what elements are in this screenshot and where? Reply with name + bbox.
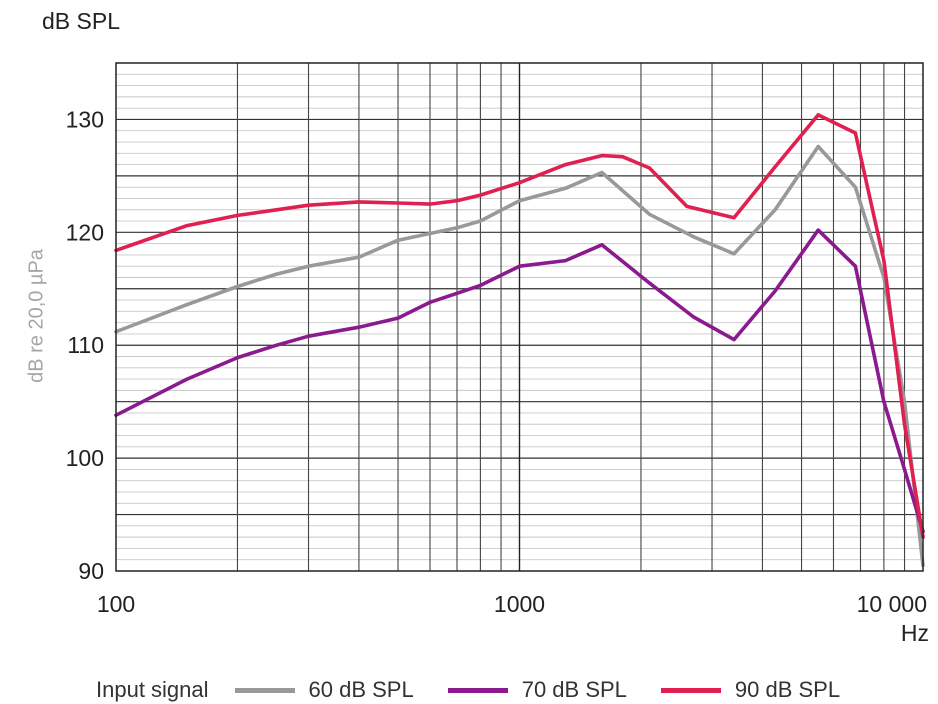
data-point-60-db-spl [647,212,652,216]
plot-frame [115,62,924,572]
data-point-90-db-spl [396,201,400,205]
data-point-90-db-spl [357,200,361,204]
data-point-90-db-spl [685,204,689,208]
legend-swatch-90-db [660,687,721,693]
x-tick-label: 100 [97,591,135,617]
legend-label-60-db: 60 dB SPL [308,677,414,702]
y-tick-label: 110 [67,332,104,358]
data-point-70-db-spl [235,356,240,360]
data-point-70-db-spl [185,377,189,381]
data-point-90-db-spl [732,216,736,220]
data-point-70-db-spl [478,283,482,287]
data-point-90-db-spl [455,199,459,203]
data-point-60-db-spl [853,185,858,189]
legend-label-70-db: 70 dB SPL [521,677,627,702]
data-point-90-db-spl [478,193,482,197]
data-point-60-db-spl [600,170,604,175]
legend: Input signal 60 dB SPL 70 dB SPL 90 dB S… [96,676,840,704]
legend-title: Input signal [96,677,209,702]
data-point-90-db-spl [816,113,820,117]
data-point-70-db-spl [816,228,820,232]
data-point-90-db-spl [563,163,568,167]
legend-item-60-db: 60 dB SPL [234,677,414,703]
data-point-90-db-spl [902,422,907,426]
y-tick-label: 120 [66,219,104,245]
data-point-70-db-spl [428,300,432,304]
data-point-70-db-spl [902,467,907,471]
data-point-70-db-spl [455,291,459,295]
data-point-70-db-spl [692,315,696,319]
data-point-90-db-spl [235,213,240,217]
data-point-90-db-spl [773,165,777,169]
data-point-60-db-spl [816,144,820,149]
x-tick-label: 10 000 [857,591,927,617]
data-point-60-db-spl [478,219,482,223]
data-point-70-db-spl [396,316,400,320]
data-point-60-db-spl [235,284,240,289]
data-point-60-db-spl [517,199,522,203]
data-point-60-db-spl [732,252,736,256]
y-tick-label: 90 [78,558,104,584]
tick-labels: 90 100 110 120 130 100 1000 10 000 Hz [66,106,929,646]
data-point-60-db-spl [357,255,361,259]
data-point-70-db-spl [517,264,522,268]
series-line-60-db-spl [114,144,925,568]
data-point-60-db-spl [306,264,311,268]
data-point-70-db-spl [275,343,279,347]
x-tick-label: 1000 [494,591,545,617]
data-point-90-db-spl [647,166,652,170]
data-point-60-db-spl [275,272,279,276]
legend-item-70-db: 70 dB SPL [447,677,627,703]
data-point-70-db-spl [732,338,736,342]
data-point-90-db-spl [882,259,886,263]
data-point-70-db-spl [600,243,604,247]
data-point-90-db-spl [275,208,279,212]
y-unit-label: dB SPL [42,8,120,34]
data-point-60-db-spl [563,186,568,190]
data-point-90-db-spl [428,202,432,206]
legend-label-90-db: 90 dB SPL [734,677,841,702]
legend-item-90-db: 90 dB SPL [660,677,841,703]
data-point-60-db-spl [428,231,432,236]
legend-swatch-60-db [234,687,295,693]
data-point-60-db-spl [396,238,400,242]
data-point-60-db-spl [773,208,777,212]
data-point-70-db-spl [306,334,311,338]
data-point-70-db-spl [647,281,652,285]
data-point-70-db-spl [882,400,886,404]
data-point-60-db-spl [692,235,696,239]
data-point-60-db-spl [455,226,459,230]
data-point-70-db-spl [357,325,361,329]
data-point-90-db-spl [306,203,311,207]
data-point-70-db-spl [853,264,858,268]
data-point-90-db-spl [600,154,604,158]
data-point-90-db-spl [620,155,625,159]
x-axis-label: Hz [901,620,929,646]
data-point-60-db-spl [902,400,907,404]
data-point-90-db-spl [185,224,189,228]
data-point-70-db-spl [773,289,777,293]
data-point-60-db-spl [185,303,189,307]
y-tick-label: 100 [66,445,104,471]
frequency-response-chart: 90 100 110 120 130 100 1000 10 000 Hz [66,62,929,646]
data-point-70-db-spl [563,259,568,263]
data-point-90-db-spl [853,131,858,135]
y-tick-label: 130 [66,106,104,132]
series-line-70-db-spl [114,228,925,534]
data-point-90-db-spl [517,181,522,185]
legend-swatch-70-db [447,687,508,693]
grid [116,63,923,571]
